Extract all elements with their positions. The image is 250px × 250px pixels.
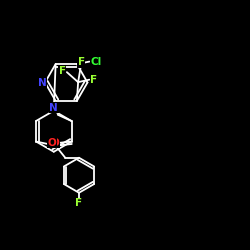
Text: N: N (50, 103, 58, 113)
Text: F: F (90, 75, 98, 85)
Text: N: N (38, 78, 46, 88)
Text: Cl: Cl (91, 56, 102, 66)
Text: O: O (51, 138, 60, 148)
Text: F: F (76, 198, 82, 208)
Text: F: F (59, 66, 66, 76)
Text: F: F (78, 57, 85, 67)
Text: O: O (47, 138, 56, 148)
